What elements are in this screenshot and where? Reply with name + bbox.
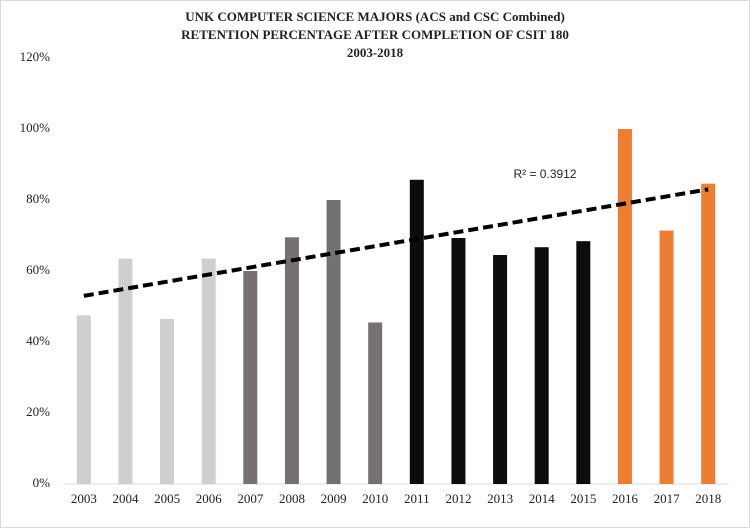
y-tick-label: 40% <box>26 333 50 348</box>
x-tick-label: 2010 <box>362 491 388 506</box>
bar <box>451 237 466 484</box>
y-tick-label: 20% <box>26 404 50 419</box>
y-tick-label: 0% <box>33 475 51 490</box>
bar <box>576 241 591 484</box>
x-tick-label: 2014 <box>529 491 556 506</box>
x-tick-label: 2012 <box>445 491 471 506</box>
bar <box>160 318 175 484</box>
bar <box>534 247 549 484</box>
bar <box>76 315 91 484</box>
bar <box>659 230 674 484</box>
x-tick-label: 2004 <box>112 491 139 506</box>
bar <box>201 258 216 484</box>
x-tick-label: 2018 <box>695 491 721 506</box>
bar <box>368 322 383 484</box>
x-tick-label: 2016 <box>612 491 639 506</box>
y-tick-label: 100% <box>20 120 51 135</box>
chart-title: RETENTION PERCENTAGE AFTER COMPLETION OF… <box>181 27 569 42</box>
bar <box>493 255 508 484</box>
chart-title: 2003-2018 <box>347 45 404 60</box>
x-tick-label: 2017 <box>654 491 681 506</box>
x-tick-label: 2007 <box>237 491 264 506</box>
trendline <box>83 187 709 298</box>
x-tick-label: 2015 <box>570 491 596 506</box>
x-tick-label: 2005 <box>154 491 180 506</box>
y-tick-label: 80% <box>26 191 50 206</box>
x-tick-label: 2009 <box>321 491 347 506</box>
y-tick-label: 60% <box>26 262 50 277</box>
bar <box>326 200 341 484</box>
x-tick-label: 2011 <box>404 491 430 506</box>
y-tick-label: 120% <box>20 49 51 64</box>
trendline-label: R² = 0.3912 <box>513 167 576 181</box>
bar <box>118 258 133 484</box>
bar <box>243 271 258 484</box>
bar <box>409 179 424 484</box>
x-tick-label: 2006 <box>196 491 223 506</box>
x-tick-label: 2013 <box>487 491 513 506</box>
bar <box>701 183 716 485</box>
bar <box>617 129 632 484</box>
x-tick-label: 2003 <box>71 491 97 506</box>
bar <box>284 237 299 484</box>
chart-title: UNK COMPUTER SCIENCE MAJORS (ACS and CSC… <box>185 9 565 24</box>
x-tick-label: 2008 <box>279 491 305 506</box>
